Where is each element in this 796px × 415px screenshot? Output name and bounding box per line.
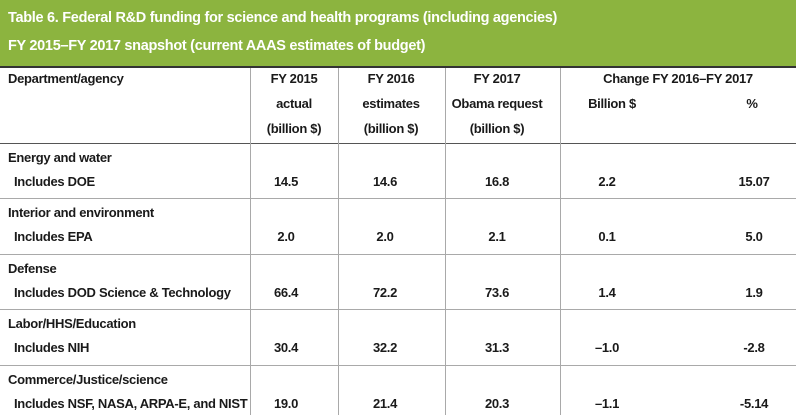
cell-value: 72.2 bbox=[372, 284, 398, 300]
cell-value: 19.0 bbox=[273, 395, 299, 411]
cell-value: –1.0 bbox=[594, 340, 620, 356]
row-name: Interior and environment bbox=[8, 205, 154, 221]
cell-value: 15.07 bbox=[738, 174, 770, 189]
column-divider bbox=[250, 68, 251, 415]
cell-value: 1.9 bbox=[745, 284, 763, 300]
table-subtitle: FY 2015–FY 2017 snapshot (current AAAS e… bbox=[8, 38, 426, 54]
cell-value: 1.4 bbox=[598, 284, 616, 300]
row-divider bbox=[0, 364, 796, 366]
cell-value: 2.1 bbox=[488, 229, 506, 245]
column-header: (billion $) bbox=[469, 121, 525, 136]
column-header: FY 2015 bbox=[270, 71, 318, 86]
cell-value: 0.1 bbox=[598, 229, 616, 245]
row-divider bbox=[0, 198, 796, 200]
cell-value: 66.4 bbox=[273, 284, 299, 300]
subcolumn-header: % bbox=[746, 96, 758, 111]
column-header: Department/agency bbox=[8, 71, 124, 86]
group-header: Change FY 2016–FY 2017 bbox=[603, 71, 753, 86]
row-detail: Includes DOE bbox=[14, 174, 95, 189]
cell-value: 32.2 bbox=[372, 340, 398, 356]
column-header: Obama request bbox=[451, 96, 543, 111]
row-detail: Includes NSF, NASA, ARPA-E, and NIST bbox=[14, 395, 248, 411]
column-header: estimates bbox=[362, 96, 420, 111]
subcolumn-header: Billion $ bbox=[588, 96, 636, 111]
column-header: FY 2016 bbox=[367, 71, 415, 86]
row-name: Commerce/Justice/science bbox=[8, 371, 168, 387]
table-title: Table 6. Federal R&D funding for science… bbox=[8, 10, 558, 26]
cell-value: 30.4 bbox=[273, 340, 299, 356]
row-divider bbox=[0, 309, 796, 311]
header-band bbox=[0, 0, 796, 66]
column-header: (billion $) bbox=[266, 121, 322, 136]
column-divider bbox=[560, 68, 561, 415]
cell-value: 2.0 bbox=[277, 229, 295, 245]
row-name: Labor/HHS/Education bbox=[8, 316, 136, 332]
cell-value: 14.5 bbox=[273, 174, 299, 189]
cell-value: –1.1 bbox=[594, 395, 620, 411]
cell-value: 5.0 bbox=[745, 229, 763, 245]
cell-value: 14.6 bbox=[372, 174, 398, 189]
cell-value: 16.8 bbox=[484, 174, 510, 189]
row-name: Energy and water bbox=[8, 150, 112, 165]
cell-value: -5.14 bbox=[739, 395, 769, 411]
column-divider bbox=[338, 68, 339, 415]
header-bottom-rule bbox=[0, 143, 796, 144]
column-header: (billion $) bbox=[363, 121, 419, 136]
cell-value: 2.0 bbox=[376, 229, 394, 245]
cell-value: 73.6 bbox=[484, 284, 510, 300]
column-header: FY 2017 bbox=[473, 71, 521, 86]
row-name: Defense bbox=[8, 260, 57, 276]
header-rule bbox=[0, 66, 796, 68]
cell-value: 20.3 bbox=[484, 395, 510, 411]
row-detail: Includes EPA bbox=[14, 229, 93, 245]
cell-value: 21.4 bbox=[372, 395, 398, 411]
row-detail: Includes DOD Science & Technology bbox=[14, 284, 231, 300]
cell-value: 2.2 bbox=[598, 174, 616, 189]
row-detail: Includes NIH bbox=[14, 340, 90, 356]
cell-value: -2.8 bbox=[743, 340, 765, 356]
cell-value: 31.3 bbox=[484, 340, 510, 356]
row-divider bbox=[0, 253, 796, 255]
column-header: actual bbox=[276, 96, 312, 111]
column-divider bbox=[445, 68, 446, 415]
